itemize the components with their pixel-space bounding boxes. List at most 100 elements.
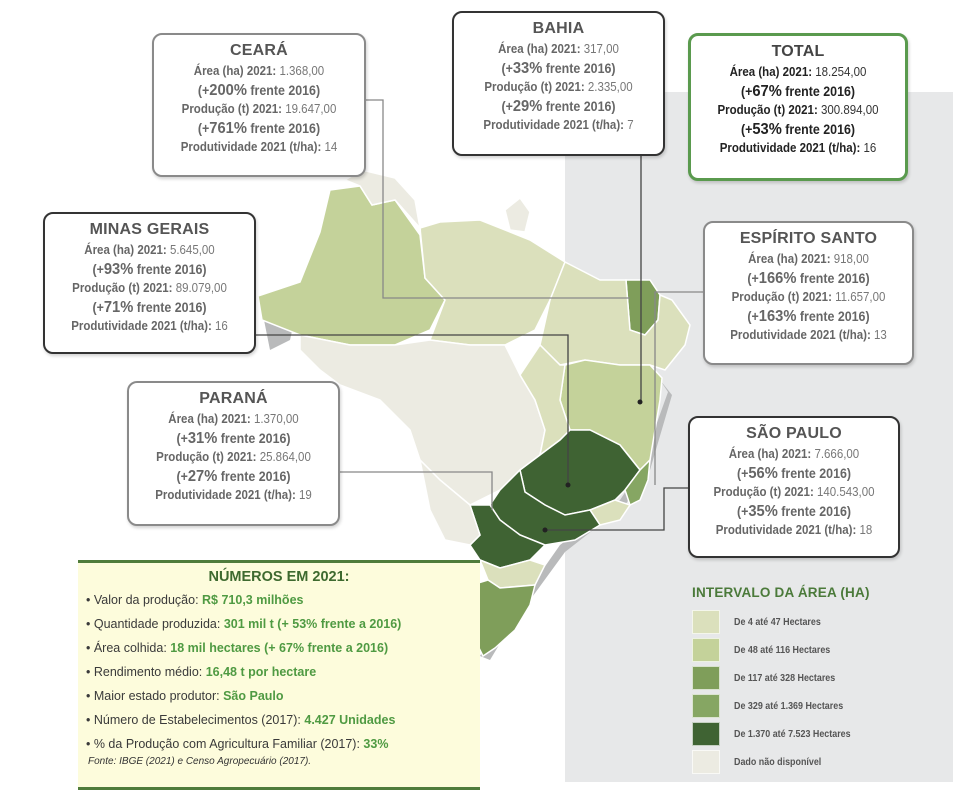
parana-area-change: (+31% frente 2016): [176, 430, 291, 447]
sao-paulo-area: Área (ha) 2021: 7.666,00: [728, 447, 860, 461]
bahia-area: Área (ha) 2021: 317,00: [498, 42, 619, 56]
legend-label: De 48 até 116 Hectares: [734, 644, 831, 656]
numbers-item-value: 301 mil t (+ 53% frente a 2016): [223, 617, 402, 631]
numbers-panel-item: • Rendimento médio: 16,48 t por hectare: [86, 660, 480, 684]
sao-paulo-yield: Produtividade 2021 (t/ha): 18: [715, 523, 873, 537]
numbers-item-label: • % da Produção com Agricultura Familiar…: [86, 737, 364, 751]
numbers-item-value: 4.427 Unidades: [304, 713, 396, 727]
minas-gerais-leader-dot: [565, 482, 571, 488]
northeast-east-region: [539, 260, 691, 371]
legend-item: De 4 até 47 Hectares: [692, 608, 922, 636]
minas-gerais-area: Área (ha) 2021: 5.645,00: [84, 243, 215, 257]
legend-swatch: [692, 722, 720, 746]
parana-area: Área (ha) 2021: 1.370,00: [168, 412, 299, 426]
numbers-panel-item: • Quantidade produzida: 301 mil t (+ 53%…: [86, 612, 480, 636]
legend-label: Dado não disponível: [734, 756, 822, 768]
numbers-panel-item: • Valor da produção: R$ 710,3 milhões: [86, 588, 480, 612]
legend-label: De 329 até 1.369 Hectares: [734, 700, 844, 712]
ceara-yield: Produtividade 2021 (t/ha): 14: [180, 140, 338, 154]
ceara-info-box: CEARÁ Área (ha) 2021: 1.368,00 (+200% fr…: [152, 33, 366, 177]
legend-item: Dado não disponível: [692, 748, 922, 776]
numbers-panel-item: • Número de Estabelecimentos (2017): 4.4…: [86, 708, 480, 732]
ceara-area-change: (+200% frente 2016): [197, 82, 321, 99]
legend-item: De 329 até 1.369 Hectares: [692, 692, 922, 720]
numbers-item-label: • Área colhida:: [86, 641, 171, 655]
espirito-santo-production-change: (+163% frente 2016): [747, 308, 870, 325]
minas-gerais-area-change: (+93% frente 2016): [92, 261, 207, 278]
legend-label: De 117 até 328 Hectares: [734, 672, 836, 684]
espirito-santo-area: Área (ha) 2021: 918,00: [748, 252, 869, 266]
sao-paulo-title: SÃO PAULO: [746, 425, 842, 442]
numbers-item-label: • Rendimento médio:: [86, 665, 206, 679]
legend-item: De 117 até 328 Hectares: [692, 664, 922, 692]
espirito-santo-state: [624, 457, 651, 507]
legend-swatch: [692, 750, 720, 774]
numbers-panel-item: • Maior estado produtor: São Paulo: [86, 684, 480, 708]
espirito-santo-area-change: (+166% frente 2016): [747, 270, 870, 287]
sao-paulo-leader-line: [545, 487, 688, 531]
ceara-area: Área (ha) 2021: 1.368,00: [193, 64, 325, 78]
sao-paulo-info-box: SÃO PAULO Área (ha) 2021: 7.666,00 (+56%…: [688, 416, 900, 558]
total-area: Área (ha) 2021: 18.254,00: [729, 65, 867, 79]
sao-paulo-area-change: (+56% frente 2016): [736, 465, 852, 482]
amapa-roraima-region: [343, 169, 531, 233]
numbers-2021-panel: NÚMEROS EM 2021: • Valor da produção: R$…: [78, 560, 480, 790]
minas-gerais-info-box: MINAS GERAIS Área (ha) 2021: 5.645,00 (+…: [43, 212, 256, 354]
para-region: [419, 219, 566, 346]
total-info-box: TOTAL Área (ha) 2021: 18.254,00 (+67% fr…: [688, 33, 908, 181]
total-production: Produção (t) 2021: 300.894,00: [717, 103, 879, 117]
minas-gerais-leader-line: [254, 334, 569, 485]
bahia-production-change: (+29% frente 2016): [501, 98, 616, 115]
numbers-item-label: • Maior estado produtor:: [86, 689, 224, 703]
bahia-production: Produção (t) 2021: 2.335,00: [484, 80, 633, 94]
total-area-change: (+67% frente 2016): [740, 83, 856, 100]
bahia-yield: Produtividade 2021 (t/ha): 7: [483, 118, 634, 132]
espirito-santo-title: ESPÍRITO SANTO: [739, 230, 878, 247]
numbers-item-value: 33%: [363, 737, 389, 751]
parana-yield: Produtividade 2021 (t/ha): 19: [155, 488, 312, 502]
bahia-leader-dot: [637, 399, 643, 405]
numbers-panel-item: • % da Produção com Agricultura Familiar…: [86, 732, 480, 756]
minas-gerais-production: Produção (t) 2021: 89.079,00: [72, 281, 227, 295]
numbers-panel-source: Fonte: IBGE (2021) e Censo Agropecuário …: [88, 756, 312, 767]
espirito-santo-yield: Produtividade 2021 (t/ha): 13: [730, 328, 887, 342]
numbers-item-value: São Paulo: [223, 689, 284, 703]
parana-leader-line: [340, 471, 493, 510]
ceara-title: CEARÁ: [230, 42, 288, 59]
minas-gerais-title: MINAS GERAIS: [89, 221, 210, 238]
bahia-area-change: (+33% frente 2016): [501, 60, 616, 77]
area-legend: INTERVALO DA ÁREA (HA) De 4 até 47 Hecta…: [692, 585, 922, 776]
legend-swatch: [692, 638, 720, 662]
total-production-change: (+53% frente 2016): [740, 121, 856, 138]
parana-production: Produção (t) 2021: 25.864,00: [156, 450, 311, 464]
ceara-production: Produção (t) 2021: 19.647,00: [181, 102, 337, 116]
minas-gerais-production-change: (+71% frente 2016): [92, 299, 207, 316]
espirito-santo-production: Produção (t) 2021: 11.657,00: [731, 290, 886, 304]
leader-lines: [254, 99, 703, 533]
legend-title: INTERVALO DA ÁREA (HA): [692, 585, 870, 600]
bahia-title: BAHIA: [532, 20, 585, 37]
legend-item: De 1.370 até 7.523 Hectares: [692, 720, 922, 748]
parana-production-change: (+27% frente 2016): [176, 468, 291, 485]
numbers-item-value: 18 mil hectares (+ 67% frente a 2016): [170, 641, 389, 655]
total-title: TOTAL: [771, 43, 825, 60]
total-yield: Produtividade 2021 (t/ha): 16: [719, 141, 877, 155]
legend-swatch: [692, 694, 720, 718]
espirito-santo-leader-line: [654, 291, 703, 485]
numbers-item-label: • Número de Estabelecimentos (2017):: [86, 713, 305, 727]
ceara-leader-line: [366, 99, 630, 299]
numbers-item-label: • Quantidade produzida:: [86, 617, 224, 631]
numbers-panel-title: NÚMEROS EM 2021:: [208, 569, 350, 585]
parana-title: PARANÁ: [199, 390, 268, 407]
legend-swatch: [692, 666, 720, 690]
sao-paulo-leader-dot: [542, 527, 548, 533]
sao-paulo-production-change: (+35% frente 2016): [736, 503, 852, 520]
espirito-santo-info-box: ESPÍRITO SANTO Área (ha) 2021: 918,00 (+…: [703, 221, 914, 365]
numbers-item-value: R$ 710,3 milhões: [202, 593, 304, 607]
legend-label: De 1.370 até 7.523 Hectares: [734, 728, 851, 740]
mato-grosso-do-sul-region: [418, 457, 481, 546]
parana-info-box: PARANÁ Área (ha) 2021: 1.370,00 (+31% fr…: [127, 381, 340, 526]
bahia-info-box: BAHIA Área (ha) 2021: 317,00 (+33% frent…: [452, 11, 665, 156]
numbers-item-value: 16,48 t por hectare: [205, 665, 317, 679]
